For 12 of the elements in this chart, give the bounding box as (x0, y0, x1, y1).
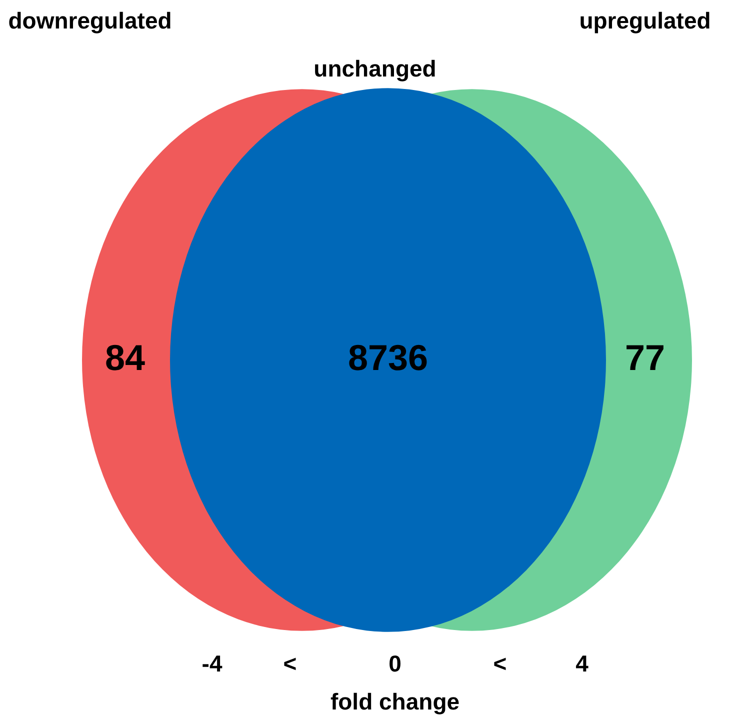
text: 4 (576, 650, 589, 676)
data-label: 84 (104, 336, 146, 378)
text: -4 (202, 650, 222, 676)
text: fold change (330, 688, 460, 714)
text: 0 (388, 650, 402, 676)
data-label: 8736 (348, 336, 428, 378)
data-label: 77 (624, 336, 666, 378)
category-label: downregulated (8, 7, 172, 34)
category-label: upregulated (579, 7, 711, 34)
text: < (283, 650, 297, 676)
category-label: unchanged (314, 55, 436, 82)
text: < (493, 650, 507, 676)
